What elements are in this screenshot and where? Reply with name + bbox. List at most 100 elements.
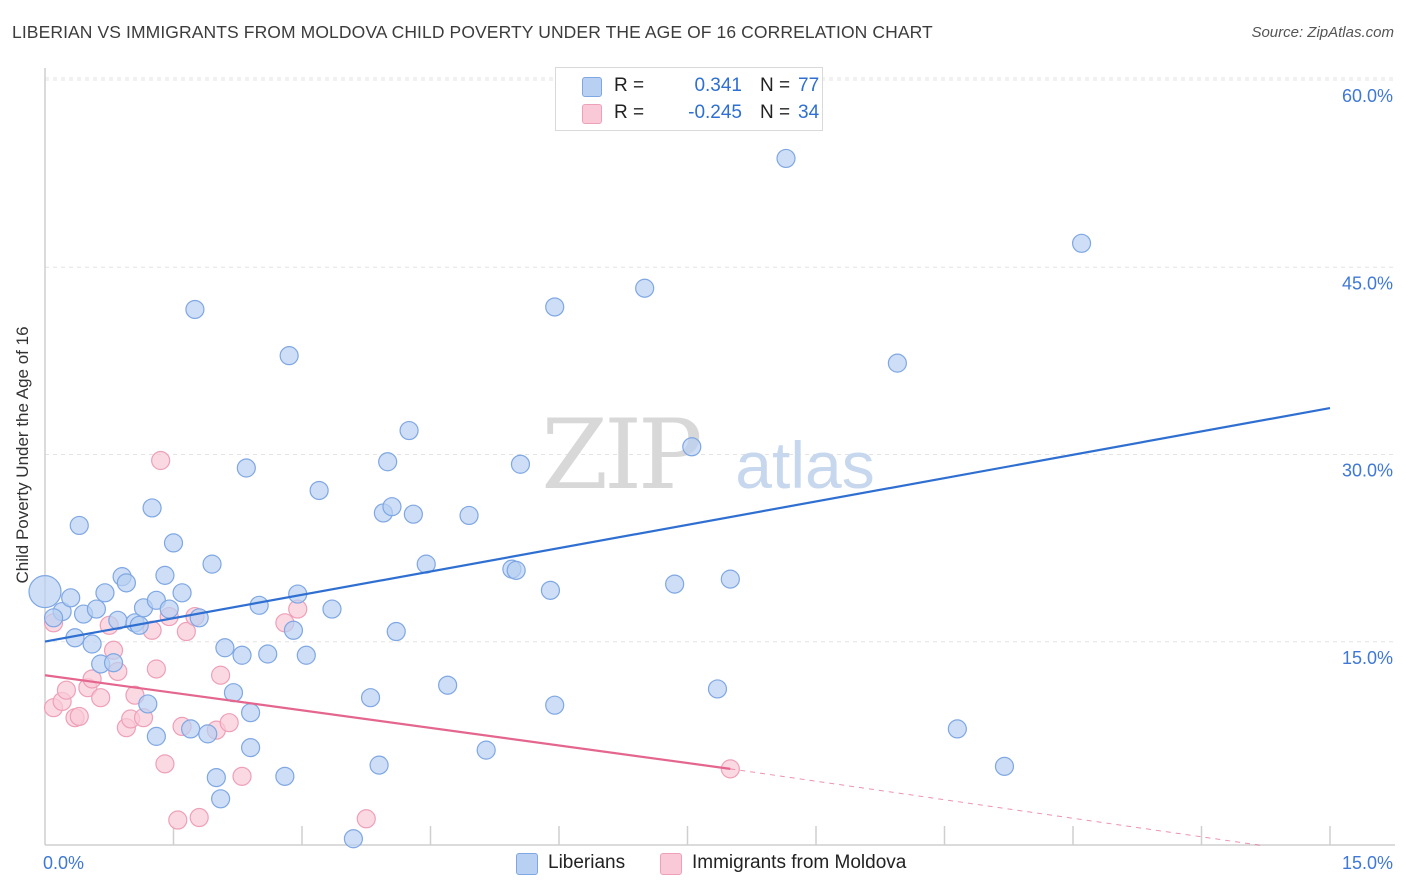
moldova-trend-line xyxy=(44,674,731,770)
liberian-point xyxy=(378,452,398,472)
liberian-point xyxy=(146,726,166,746)
moldova-point xyxy=(232,766,252,786)
legend-r-label: R = xyxy=(614,102,645,123)
liberian-point xyxy=(296,645,316,665)
moldova-point xyxy=(211,665,231,685)
moldova-trend-extension xyxy=(730,768,1261,846)
legend-n-label: N = xyxy=(760,75,791,96)
liberian-point xyxy=(369,755,389,775)
tick-labels: 15.0% 30.0% 45.0% 60.0% 0.0% 15.0% xyxy=(43,86,1393,873)
liberian-point xyxy=(343,829,363,849)
bottom-legend-swatch-moldova xyxy=(660,853,682,875)
legend-swatch-moldova xyxy=(582,104,602,124)
liberian-point xyxy=(258,644,278,664)
liberian-point xyxy=(103,653,124,673)
liberian-point xyxy=(249,595,269,615)
legend-n-label: N = xyxy=(760,102,791,123)
liberian-point xyxy=(116,573,136,593)
liberian-point xyxy=(682,437,702,457)
y-axis-label: Child Poverty Under the Age of 16 xyxy=(13,326,32,584)
liberian-point xyxy=(69,515,89,536)
x-tick-label: 15.0% xyxy=(1342,853,1393,873)
liberian-point xyxy=(309,480,329,501)
moldova-point xyxy=(69,706,89,727)
liberian-point xyxy=(43,608,64,628)
liberian-point xyxy=(142,498,162,518)
bottom-legend-swatch-liberians xyxy=(516,853,538,875)
liberian-point xyxy=(382,497,402,517)
liberian-point xyxy=(707,679,728,699)
legend-r-value: 0.341 xyxy=(694,75,742,96)
liberian-point xyxy=(994,756,1015,776)
moldova-point xyxy=(91,688,111,708)
y-tick-label: 30.0% xyxy=(1342,461,1393,481)
moldova-point xyxy=(56,680,77,700)
bottom-legend-label-liberians: Liberians xyxy=(548,852,626,873)
liberian-point xyxy=(635,278,655,298)
liberian-point xyxy=(459,505,479,526)
liberian-point xyxy=(232,645,252,665)
liberian-point xyxy=(241,738,261,758)
legend-n-value: 34 xyxy=(798,102,820,123)
liberian-point xyxy=(275,766,295,786)
liberian-point xyxy=(95,583,115,603)
liberian-point xyxy=(241,703,261,723)
liberian-point xyxy=(545,297,565,317)
liberian-point xyxy=(198,724,218,744)
data-points xyxy=(28,148,1092,849)
watermark-zip: ZIP xyxy=(541,399,700,511)
liberian-point xyxy=(322,599,342,619)
watermark-atlas: atlas xyxy=(735,428,874,502)
liberian-point xyxy=(159,599,179,619)
moldova-point xyxy=(356,809,376,829)
liberian-point xyxy=(540,580,561,600)
liberian-point xyxy=(215,638,235,658)
liberian-point xyxy=(399,420,419,441)
liberian-point xyxy=(163,533,184,553)
axes xyxy=(44,68,1395,846)
y-axis-label-wrap: Child Poverty Under the Age of 16 xyxy=(8,300,38,610)
y-tick-label: 45.0% xyxy=(1342,273,1393,293)
liberian-point xyxy=(1071,233,1092,253)
moldova-point xyxy=(176,621,196,642)
liberian-point xyxy=(211,789,231,809)
legend-r-label: R = xyxy=(614,75,645,96)
moldova-point xyxy=(189,807,209,828)
liberian-point xyxy=(236,458,256,478)
liberian-point xyxy=(720,569,740,589)
chart-title: LIBERIAN VS IMMIGRANTS FROM MOLDOVA CHIL… xyxy=(12,22,933,42)
bottom-legend-label-moldova: Immigrants from Moldova xyxy=(692,852,907,873)
liberian-point xyxy=(545,695,565,715)
liberian-point xyxy=(887,353,907,373)
liberian-point xyxy=(283,620,304,640)
y-tick-label: 15.0% xyxy=(1342,648,1393,668)
liberian-point xyxy=(947,719,967,739)
liberian-point xyxy=(360,688,381,708)
liberian-point xyxy=(172,583,192,603)
liberian-point xyxy=(510,454,531,474)
moldova-point xyxy=(219,713,239,733)
liberian-point xyxy=(776,148,796,169)
liberian-point xyxy=(82,634,102,654)
liberian-point xyxy=(206,767,226,788)
liberian-trend-line xyxy=(44,407,1331,643)
liberian-point xyxy=(61,588,81,608)
liberian-point xyxy=(202,554,222,574)
liberian-point xyxy=(155,565,175,585)
moldova-point xyxy=(146,659,166,679)
legend-r-value: -0.245 xyxy=(688,102,742,123)
source-credit: Source: ZipAtlas.com xyxy=(1251,24,1394,41)
liberian-point xyxy=(403,504,423,524)
moldova-point xyxy=(168,810,188,830)
moldova-point xyxy=(151,450,171,471)
grid-lines xyxy=(45,77,1395,643)
liberian-point xyxy=(138,694,158,714)
legend-n-value: 77 xyxy=(798,75,820,96)
liberian-point xyxy=(476,740,496,760)
liberian-point xyxy=(438,675,458,695)
liberian-point xyxy=(185,299,205,320)
liberian-point xyxy=(386,621,406,642)
moldova-point xyxy=(82,669,102,689)
liberian-point xyxy=(279,346,299,366)
